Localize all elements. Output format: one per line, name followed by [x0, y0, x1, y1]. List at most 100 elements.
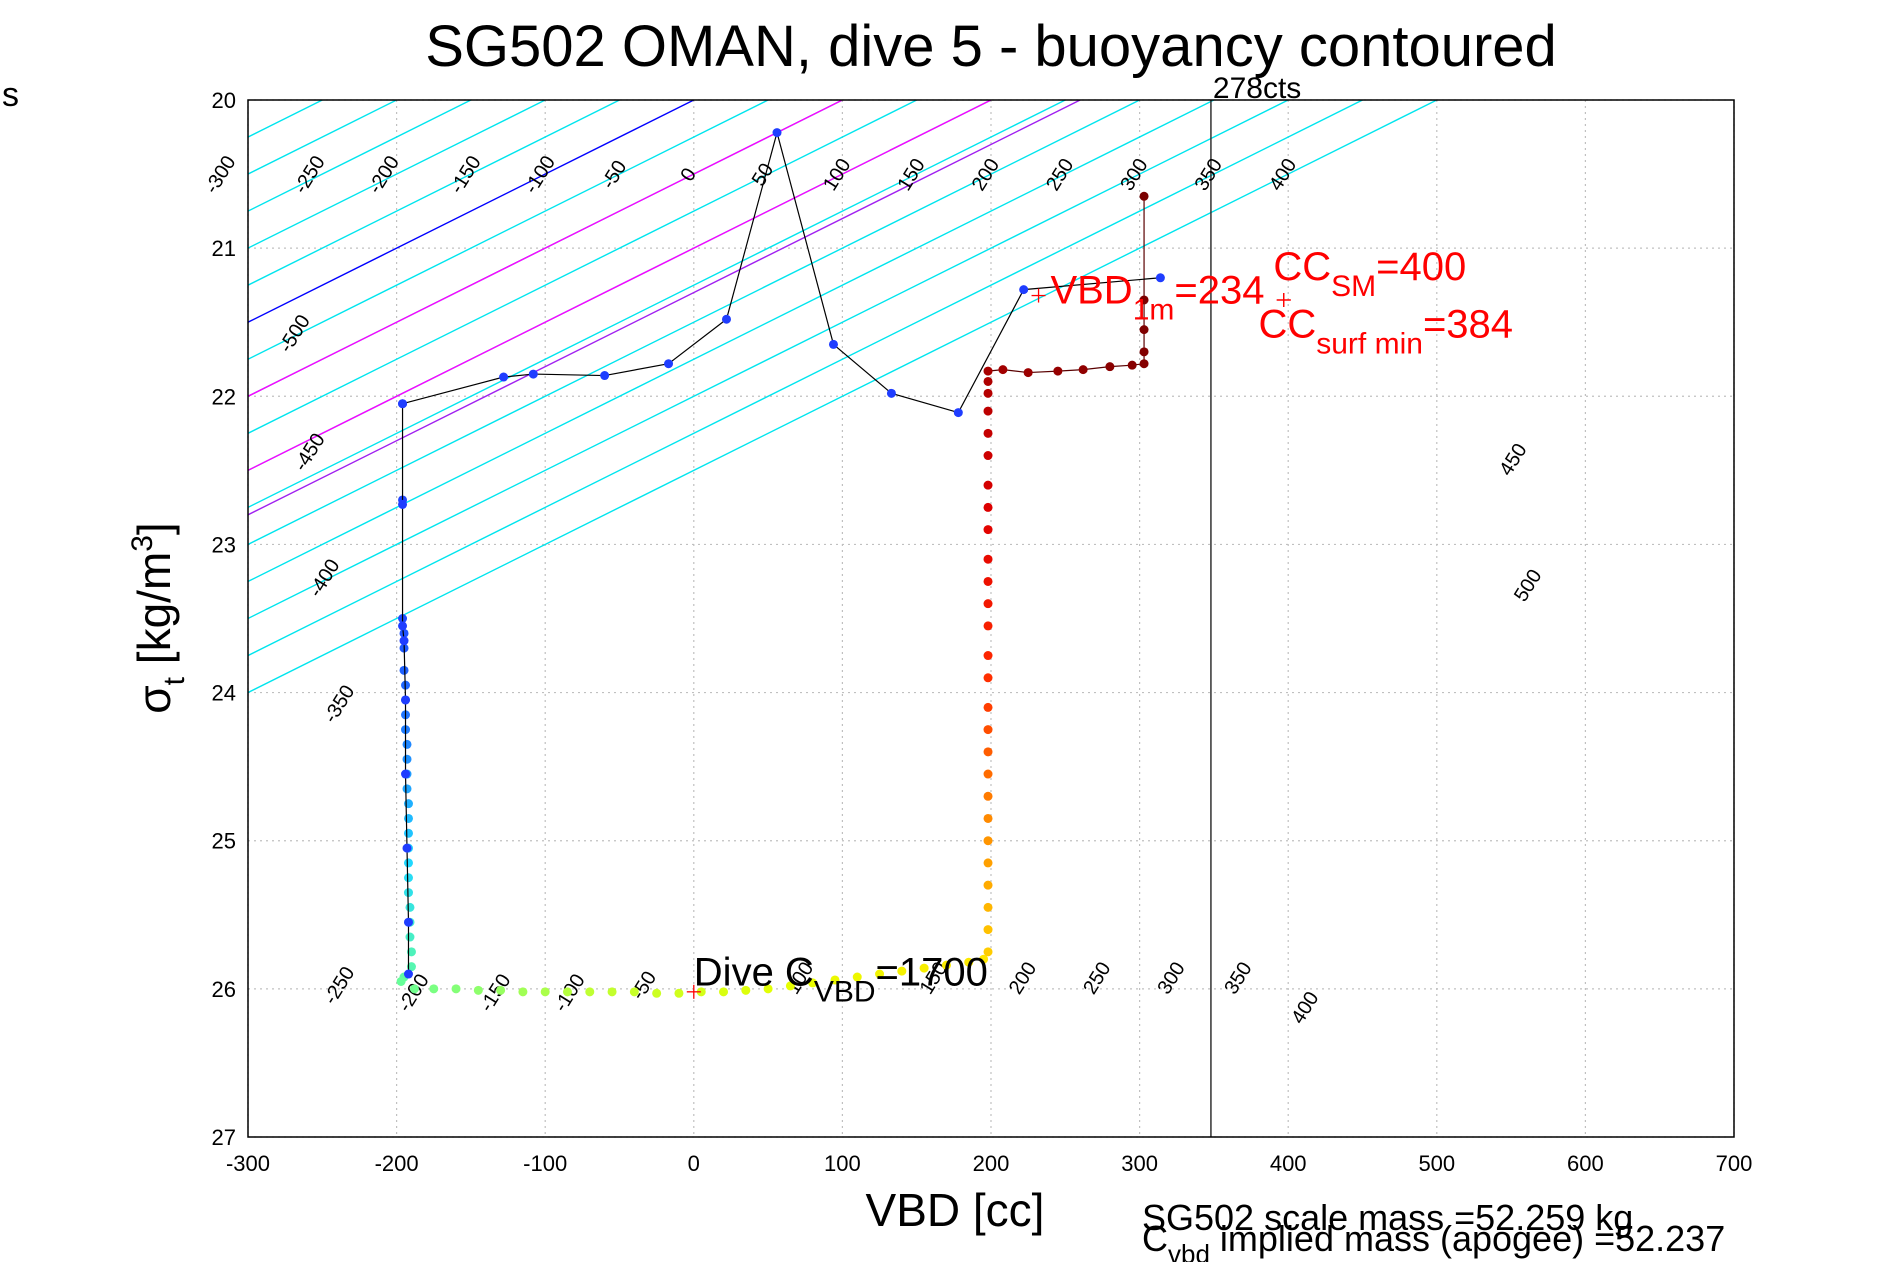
- x-tick-label: -200: [375, 1151, 419, 1176]
- x-tick-label: 700: [1716, 1151, 1753, 1176]
- buoyancy-point: [499, 372, 509, 382]
- climb-point: [983, 791, 993, 801]
- buoyancy-point: [828, 339, 838, 349]
- plot-frame: [247, 99, 1735, 1138]
- contour-label: -250: [320, 963, 360, 1009]
- dive-point: [406, 947, 416, 957]
- dive-point: [405, 902, 415, 912]
- x-tick-label: 300: [1121, 1151, 1158, 1176]
- contour-label: 300: [1153, 958, 1189, 998]
- climb-point: [983, 554, 993, 564]
- buoyancy-point: [528, 369, 538, 379]
- contour-label: 450: [1495, 440, 1531, 480]
- dive-cvbd-label: Dive CVBD=1700: [694, 950, 988, 1008]
- dive-point: [396, 976, 406, 986]
- buoyancy-point: [401, 695, 411, 705]
- dive-point: [741, 985, 751, 995]
- climb-point: [983, 902, 993, 912]
- contour-line: [248, 100, 918, 435]
- dive-point: [402, 739, 412, 749]
- contour-label: -300: [201, 152, 241, 198]
- contour-label: -150: [446, 152, 486, 198]
- footer-implied-mass: Cvbd implied mass (apogee) =52.237: [1142, 1218, 1725, 1262]
- climb-point: [983, 525, 993, 535]
- contour-label: -50: [597, 157, 631, 193]
- dive-point: [405, 932, 415, 942]
- chart-title: SG502 OMAN, dive 5 - buoyancy contoured: [425, 14, 1557, 79]
- y-tick-label: 27: [212, 1125, 236, 1150]
- climb-point: [983, 388, 993, 398]
- dive-point: [964, 957, 974, 967]
- contour-label: 250: [1042, 155, 1078, 195]
- y-axis-label: σt [kg/m3]: [126, 522, 191, 713]
- climb-point: [1053, 366, 1063, 376]
- dive-point: [919, 963, 929, 973]
- y-tick-label: 26: [212, 977, 236, 1002]
- dive-point: [451, 984, 461, 994]
- contour-line: [0, 100, 99, 1137]
- buoyancy-point: [664, 359, 674, 369]
- y-tick-label: 22: [212, 384, 236, 409]
- climb-point: [1139, 347, 1149, 357]
- x-tick-labels: -300 -200 -100 0 100 200 300 400 500 600 700: [226, 1151, 1752, 1176]
- contour-line: [248, 100, 1438, 694]
- x-tick-label: 400: [1270, 1151, 1307, 1176]
- grid-lines: [247, 99, 1735, 1138]
- buoyancy-point: [402, 843, 412, 853]
- contour-line: [248, 100, 1066, 509]
- dive-point: [402, 754, 412, 764]
- climb-point: [983, 880, 993, 890]
- dive-point: [585, 987, 595, 997]
- climb-point: [1139, 191, 1149, 201]
- climb-point: [1139, 359, 1149, 369]
- contour-label: 200: [1005, 958, 1041, 998]
- climb-point: [983, 576, 993, 586]
- dive-point: [403, 813, 413, 823]
- buoyancy-point: [772, 128, 782, 138]
- dive-point: [403, 828, 413, 838]
- climb-point: [1078, 365, 1088, 375]
- x-tick-label: 0: [688, 1151, 700, 1176]
- contour-line-magenta: [248, 100, 843, 398]
- y-tick-label: 20: [212, 88, 236, 113]
- data-series: [396, 128, 1165, 998]
- climb-point: [983, 451, 993, 461]
- contour-label: 350: [1191, 155, 1227, 195]
- buoyancy-contours: [0, 100, 1438, 1137]
- x-tick-label: 100: [824, 1151, 861, 1176]
- footer-scale-mass: SG502 scale mass =52.259 kg: [1142, 1197, 1633, 1238]
- dive-point: [875, 969, 885, 979]
- buoyancy-point: [886, 388, 896, 398]
- dive-point: [719, 987, 729, 997]
- climb-point: [1023, 368, 1033, 378]
- y-tick-labels: 20 21 22 23 24 25 26 27: [212, 88, 236, 1150]
- climb-point: [983, 702, 993, 712]
- dive-point: [852, 972, 862, 982]
- climb-point: [1139, 295, 1149, 305]
- contour-line-zero: [248, 100, 695, 323]
- buoyancy-point: [399, 636, 409, 646]
- buoyancy-point: [401, 769, 411, 779]
- contour-label: 400: [1265, 155, 1301, 195]
- contour-label: 300: [1116, 155, 1152, 195]
- contour-line: [248, 100, 1215, 583]
- dive-point: [897, 966, 907, 976]
- climb-point: [1105, 362, 1115, 372]
- contour-label: -400: [305, 555, 345, 601]
- buoyancy-point: [398, 399, 408, 409]
- dive-point: [830, 975, 840, 985]
- dive-point: [674, 988, 684, 998]
- climb-point: [983, 769, 993, 779]
- dive-point: [496, 985, 506, 995]
- contour-label: -250: [290, 152, 330, 198]
- vbd-1m-label: VBD1m=234: [1050, 269, 1264, 327]
- contour-label: 100: [819, 155, 855, 195]
- stray-label: s: [2, 76, 19, 114]
- dive-point: [409, 984, 419, 994]
- dive-point: [941, 960, 951, 970]
- contour-line: [248, 100, 620, 286]
- buoyancy-point: [1019, 285, 1029, 295]
- x-tick-label: 600: [1567, 1151, 1604, 1176]
